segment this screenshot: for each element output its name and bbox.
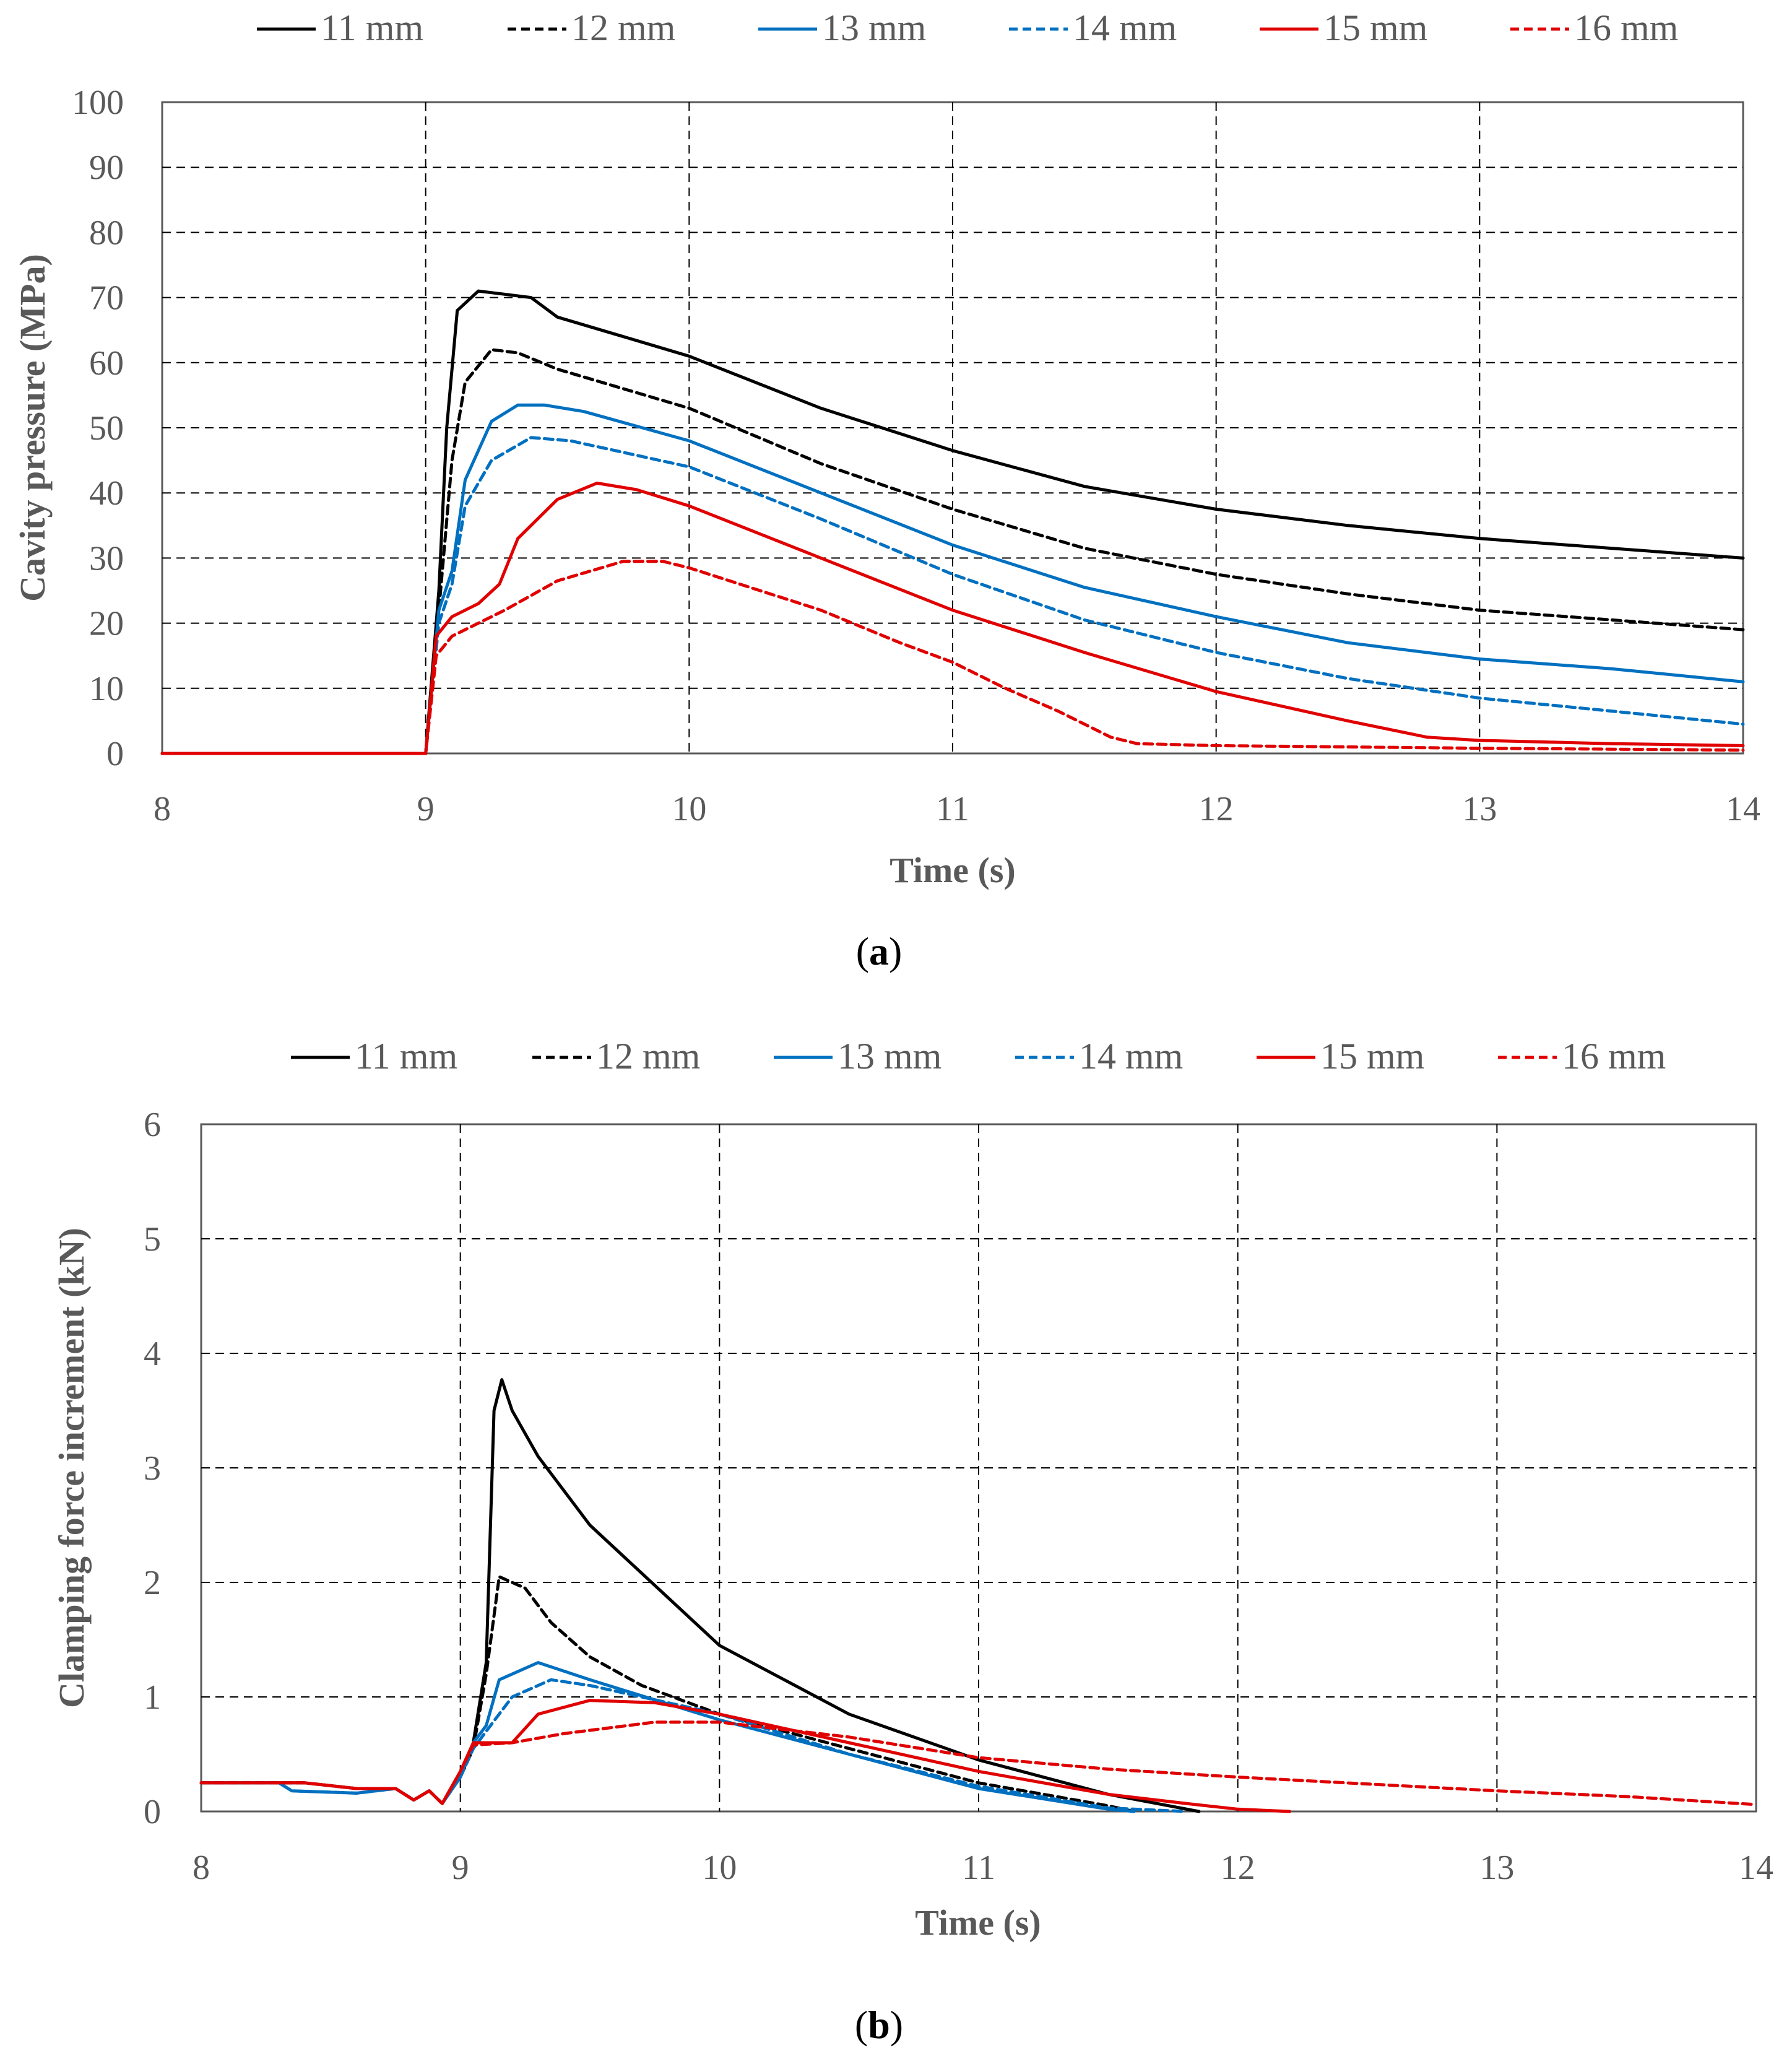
- chart-b-y-tick-labels: 0 1 2 3 4 5 6: [144, 1106, 161, 1831]
- chart-b-series: [199, 1378, 1758, 1813]
- legend-label: 11 mm: [321, 7, 423, 48]
- chart-a-series: [160, 289, 1745, 755]
- series-line-16-mm: [160, 560, 1745, 755]
- y-tick-label: 80: [89, 214, 124, 252]
- x-tick-label: 14: [1739, 1849, 1773, 1887]
- y-tick-label: 4: [144, 1335, 161, 1373]
- series-line-16-mm: [199, 1720, 1758, 1807]
- chart-b-legend: 11 mm 12 mm 13 mm 14 mm 15 mm 16 mm: [291, 1036, 1666, 1077]
- y-tick-label: 20: [89, 605, 124, 643]
- y-tick-label: 60: [89, 344, 124, 383]
- legend-label: 16 mm: [1562, 1036, 1666, 1077]
- y-tick-label: 1: [144, 1678, 161, 1717]
- legend-label: 13 mm: [822, 7, 926, 48]
- x-tick-label: 11: [936, 790, 969, 828]
- chart-b-y-axis-title: Clamping force increment (kN): [51, 1228, 92, 1708]
- legend-label: 16 mm: [1574, 7, 1678, 48]
- legend-label: 12 mm: [571, 7, 675, 48]
- y-tick-label: 5: [144, 1220, 161, 1259]
- y-tick-label: 0: [144, 1793, 161, 1831]
- y-tick-label: 90: [89, 149, 124, 187]
- series-line-14-mm: [160, 436, 1745, 755]
- series-line-11-mm: [160, 289, 1745, 755]
- chart-a-cavity-pressure: 11 mm 12 mm 13 mm 14 mm 15 mm 16 mm 0 10 20 30 40…: [12, 7, 1760, 973]
- y-tick-label: 0: [106, 735, 124, 773]
- chart-a-y-axis-title: Cavity pressure (MPa): [12, 254, 53, 602]
- y-tick-label: 2: [144, 1564, 161, 1602]
- chart-a-grid: [162, 102, 1743, 753]
- y-tick-label: 10: [89, 670, 124, 708]
- x-tick-label: 11: [962, 1849, 995, 1887]
- x-tick-label: 9: [417, 790, 435, 828]
- legend-label: 11 mm: [355, 1036, 457, 1077]
- series-line-15-mm: [160, 481, 1745, 755]
- y-tick-label: 30: [89, 539, 124, 578]
- chart-b-x-tick-labels: 8 9 10 11 12 13 14: [193, 1849, 1773, 1887]
- x-tick-label: 14: [1726, 790, 1760, 828]
- legend-label: 14 mm: [1079, 1036, 1183, 1077]
- x-tick-label: 10: [702, 1849, 737, 1887]
- x-tick-label: 13: [1462, 790, 1497, 828]
- legend-label: 15 mm: [1320, 1036, 1424, 1077]
- x-tick-label: 12: [1199, 790, 1234, 828]
- legend-label: 15 mm: [1323, 7, 1427, 48]
- x-tick-label: 8: [193, 1849, 210, 1887]
- legend-label: 13 mm: [838, 1036, 941, 1077]
- chart-a-x-axis-title: Time (s): [890, 850, 1016, 890]
- y-tick-label: 100: [72, 84, 124, 122]
- x-tick-label: 8: [154, 790, 171, 828]
- chart-a-caption: (a): [856, 929, 902, 973]
- x-tick-label: 10: [672, 790, 706, 828]
- series-line-13-mm: [160, 403, 1745, 755]
- y-tick-label: 70: [89, 279, 124, 318]
- chart-a-legend: 11 mm 12 mm 13 mm 14 mm 15 mm 16 mm: [257, 7, 1678, 48]
- chart-b-grid: [201, 1124, 1756, 1811]
- chart-a-x-tick-labels: 8 9 10 11 12 13 14: [154, 790, 1760, 828]
- y-tick-label: 50: [89, 409, 124, 448]
- x-tick-label: 12: [1221, 1849, 1255, 1887]
- chart-b-x-axis-title: Time (s): [915, 1902, 1041, 1943]
- y-tick-label: 3: [144, 1449, 161, 1488]
- series-line-12-mm: [160, 348, 1745, 755]
- legend-label: 14 mm: [1073, 7, 1177, 48]
- y-tick-label: 40: [89, 474, 124, 513]
- x-tick-label: 9: [452, 1849, 469, 1887]
- legend-label: 12 mm: [596, 1036, 700, 1077]
- chart-b-caption: (b): [855, 2003, 903, 2047]
- x-tick-label: 13: [1479, 1849, 1514, 1887]
- y-tick-label: 6: [144, 1106, 161, 1144]
- chart-a-y-tick-labels: 0 10 20 30 40 50 60 70 80 90 100: [72, 84, 124, 773]
- chart-b-caption-letter: b: [868, 2003, 890, 2047]
- chart-a-caption-letter: a: [869, 929, 889, 973]
